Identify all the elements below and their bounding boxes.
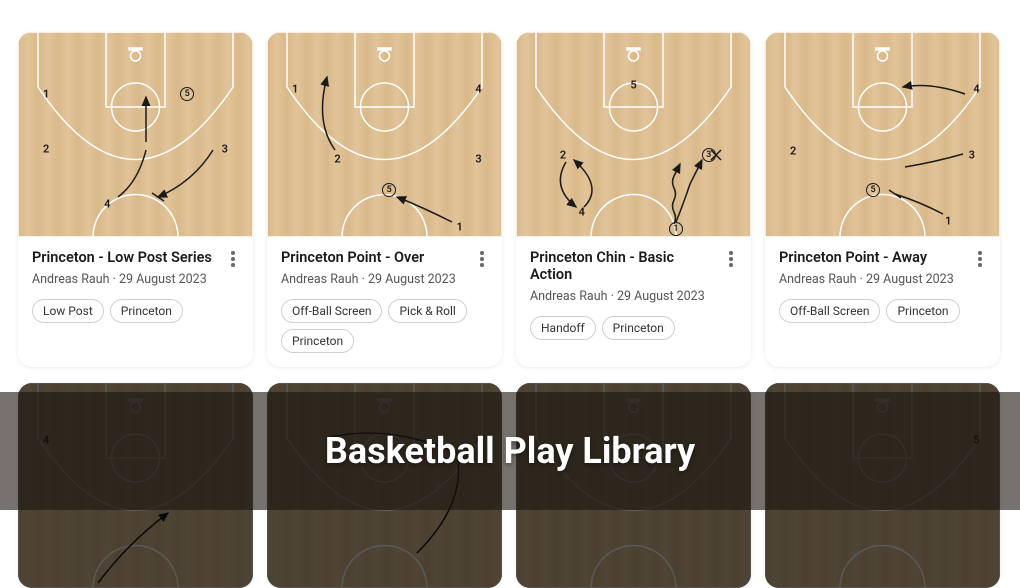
play-card[interactable]: 12345 Princeton - Low Post Series Andreas … (18, 32, 253, 367)
more-menu-icon[interactable] (719, 247, 743, 271)
more-menu-icon[interactable] (221, 247, 245, 271)
card-body: Princeton Point - Over Andreas Rauh · 29 … (267, 237, 502, 367)
play-meta: Andreas Rauh · 29 August 2023 (32, 272, 239, 287)
overlay-banner: Basketball Play Library (0, 392, 1020, 510)
tag[interactable]: Princeton (602, 316, 675, 340)
more-menu-icon[interactable] (470, 247, 494, 271)
court-diagram: 123451 (267, 32, 502, 237)
play-title: Princeton Point - Over (281, 249, 488, 266)
more-menu-icon[interactable] (968, 247, 992, 271)
card-body: Princeton Point - Away Andreas Rauh · 29 … (765, 237, 1000, 337)
play-title: Princeton Chin - Basic Action (530, 249, 737, 283)
tag[interactable]: Off-Ball Screen (779, 299, 880, 323)
play-card[interactable]: 123451 Princeton Point - Over Andreas Rauh… (267, 32, 502, 367)
tag-list: Off-Ball ScreenPrinceton (779, 299, 986, 323)
tag[interactable]: Low Post (32, 299, 104, 323)
play-meta: Andreas Rauh · 29 August 2023 (779, 272, 986, 287)
play-title: Princeton - Low Post Series (32, 249, 239, 266)
tag[interactable]: Princeton (281, 329, 354, 353)
tag[interactable]: Princeton (110, 299, 183, 323)
page-title: Basketball Play Library (325, 430, 695, 472)
play-card[interactable]: 52341 Princeton Chin - Basic Action Andrea… (516, 32, 751, 367)
tag-list: HandoffPrinceton (530, 316, 737, 340)
tag-list: Off-Ball ScreenPick & Roll Princeton (281, 299, 488, 353)
play-cards-row: 12345 Princeton - Low Post Series Andreas … (0, 0, 1020, 367)
play-meta: Andreas Rauh · 29 August 2023 (281, 272, 488, 287)
tag[interactable]: Princeton (886, 299, 959, 323)
play-title: Princeton Point - Away (779, 249, 986, 266)
tag-list: Low PostPrinceton (32, 299, 239, 323)
court-diagram: 24351 (765, 32, 1000, 237)
tag[interactable]: Pick & Roll (388, 299, 466, 323)
court-diagram: 12345 (18, 32, 253, 237)
play-card[interactable]: 24351 Princeton Point - Away Andreas Rauh … (765, 32, 1000, 367)
play-meta: Andreas Rauh · 29 August 2023 (530, 289, 737, 304)
card-body: Princeton - Low Post Series Andreas Rauh … (18, 237, 253, 337)
tag[interactable]: Off-Ball Screen (281, 299, 382, 323)
tag[interactable]: Handoff (530, 316, 596, 340)
card-body: Princeton Chin - Basic Action Andreas Rau… (516, 237, 751, 354)
court-diagram: 52341 (516, 32, 751, 237)
